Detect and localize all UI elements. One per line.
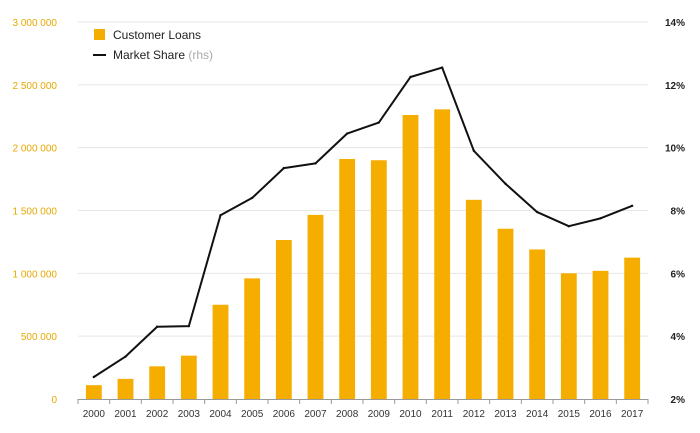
line-point (219, 214, 222, 217)
line-point (250, 196, 254, 200)
line-point (314, 162, 317, 165)
legend-label-market-share: Market Share (rhs) (113, 48, 213, 62)
x-tick-label: 2004 (209, 409, 232, 420)
bar (85, 385, 102, 399)
x-tick-label: 2003 (178, 409, 201, 420)
x-tick-label: 2012 (463, 409, 486, 420)
bar (180, 355, 197, 399)
gridlines (78, 21, 648, 337)
line-point (630, 204, 634, 207)
y-right-tick-label: 14% (665, 18, 685, 29)
line-point (155, 325, 159, 328)
bar-series-customer-loans (85, 109, 641, 400)
bar (465, 199, 482, 399)
line-point (535, 210, 539, 214)
bar (244, 278, 261, 399)
line-point (92, 375, 96, 379)
y-left-tick-label: 1 500 000 (13, 207, 58, 218)
x-tick-label: 2011 (431, 409, 453, 420)
bar (339, 158, 356, 399)
line-series-market-share (92, 66, 634, 379)
bar (434, 109, 451, 400)
bar (497, 228, 514, 399)
y-left-tick-label: 0 (51, 395, 57, 406)
line-point (504, 182, 507, 185)
y-right-tick-label: 10% (665, 144, 685, 155)
axes: 0 500 000 1 000 000 1 500 000 2 000 000 2 500… (13, 18, 686, 420)
line-point (440, 66, 444, 69)
x-tick-label: 2008 (336, 409, 359, 420)
line-point (472, 149, 476, 153)
x-tick-label: 2002 (146, 409, 169, 420)
y-right-tick-label: 4% (671, 332, 686, 343)
x-tick-label: 2009 (368, 409, 391, 420)
line-point (345, 132, 349, 135)
legend-swatch-customer-loans (94, 29, 105, 40)
legend: Customer Loans Market Share (rhs) (93, 28, 213, 62)
x-tick-label: 2007 (304, 409, 327, 420)
y-left-tick-label: 2 000 000 (13, 144, 58, 155)
bar (212, 304, 229, 399)
x-tick-label: 2005 (241, 409, 264, 420)
line-point (567, 225, 571, 228)
x-tick-label: 2015 (558, 409, 581, 420)
y-right-tick-label: 12% (665, 81, 685, 92)
y-left-tick-label: 3 000 000 (13, 18, 58, 29)
line-point (377, 121, 381, 124)
y-right-tick-label: 8% (671, 207, 686, 218)
bar (307, 214, 324, 399)
y-left-tick-label: 500 000 (21, 332, 58, 343)
x-tick-label: 2016 (589, 409, 612, 420)
x-tick-label: 2013 (494, 409, 517, 420)
x-tick-label: 2017 (621, 409, 644, 420)
legend-label-customer-loans: Customer Loans (113, 28, 201, 42)
x-tick-label: 2000 (83, 409, 106, 420)
bar (370, 160, 387, 399)
bar (275, 240, 292, 399)
bar (592, 270, 609, 399)
bar (529, 249, 546, 399)
line-point (409, 75, 412, 79)
x-tick-label: 2010 (399, 409, 422, 420)
bar (560, 273, 577, 399)
line-point (599, 217, 602, 220)
y-right-tick-label: 2% (671, 395, 686, 406)
y-right-tick-label: 6% (671, 269, 686, 280)
bar (624, 257, 641, 399)
y-left-tick-label: 1 000 000 (13, 269, 58, 280)
line-point (187, 324, 191, 328)
x-tick-label: 2006 (273, 409, 296, 420)
bar (149, 366, 166, 399)
bar (117, 378, 134, 399)
y-left-tick-label: 2 500 000 (13, 81, 58, 92)
line-point (282, 166, 286, 170)
market-share-line (93, 66, 633, 378)
line-point (124, 355, 127, 358)
bar (402, 114, 419, 399)
x-tick-label: 2001 (114, 409, 137, 420)
x-tick-label: 2014 (526, 409, 549, 420)
